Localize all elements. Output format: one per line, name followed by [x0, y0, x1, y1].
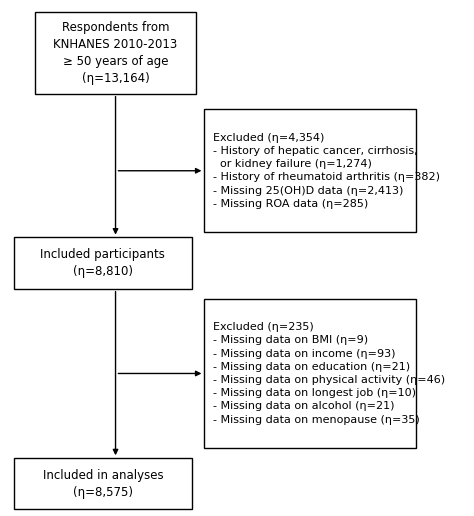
FancyBboxPatch shape: [35, 12, 196, 94]
FancyBboxPatch shape: [14, 237, 191, 289]
FancyBboxPatch shape: [204, 299, 416, 448]
FancyBboxPatch shape: [204, 109, 416, 232]
Text: Excluded (η=4,354)
- History of hepatic cancer, cirrhosis,
  or kidney failure (: Excluded (η=4,354) - History of hepatic …: [213, 133, 440, 209]
Text: Excluded (η=235)
- Missing data on BMI (η=9)
- Missing data on income (η=93)
- M: Excluded (η=235) - Missing data on BMI (…: [213, 322, 445, 425]
FancyBboxPatch shape: [14, 458, 191, 509]
Text: Included participants
(η=8,810): Included participants (η=8,810): [40, 248, 165, 278]
Text: Included in analyses
(η=8,575): Included in analyses (η=8,575): [43, 469, 163, 499]
Text: Respondents from
KNHANES 2010-2013
≥ 50 years of age
(η=13,164): Respondents from KNHANES 2010-2013 ≥ 50 …: [54, 21, 178, 85]
